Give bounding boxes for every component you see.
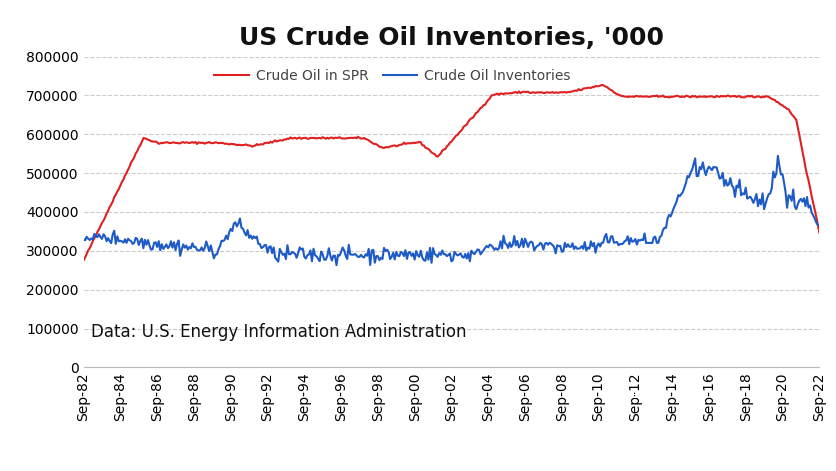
Crude Oil in SPR [451,133,461,138]
Crude Oil in SPR [598,82,608,88]
Crude Oil Inventories [331,262,341,268]
Crude Oil in SPR [413,139,423,145]
Title: US Crude Oil Inventories, '000: US Crude Oil Inventories, '000 [239,26,664,50]
Crude Oil Inventories [598,240,608,245]
Crude Oil Inventories [814,222,824,228]
Crude Oil Inventories [773,153,783,159]
Line: Crude Oil Inventories: Crude Oil Inventories [84,156,819,265]
Crude Oil Inventories [79,236,89,242]
Crude Oil Inventories [614,243,624,248]
Text: FxPro: FxPro [600,336,708,369]
Text: Trade Like a Pro: Trade Like a Pro [602,388,706,401]
Crude Oil Inventories [783,192,793,198]
Crude Oil Inventories [452,252,462,258]
Legend: Crude Oil in SPR, Crude Oil Inventories: Crude Oil in SPR, Crude Oil Inventories [209,64,576,89]
Crude Oil in SPR [79,258,89,263]
Crude Oil Inventories [623,234,633,239]
Line: Crude Oil in SPR: Crude Oil in SPR [84,85,819,260]
Crude Oil in SPR [597,82,607,88]
Text: Data: U.S. Energy Information Administration: Data: U.S. Energy Information Administra… [91,323,466,341]
Crude Oil in SPR [782,106,792,112]
Crude Oil in SPR [814,230,824,236]
Crude Oil in SPR [614,92,624,97]
Crude Oil Inventories [415,254,425,260]
Crude Oil in SPR [623,94,633,100]
